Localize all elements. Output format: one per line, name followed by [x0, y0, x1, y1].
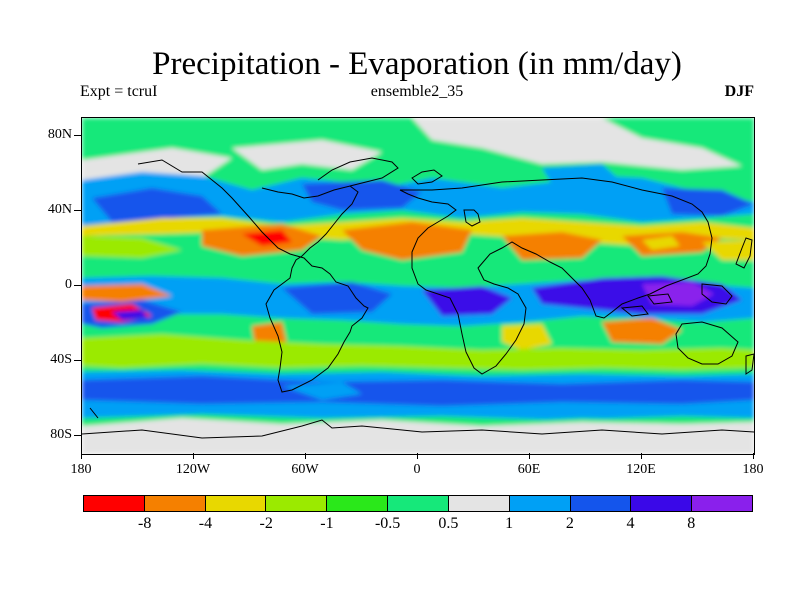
lon-label-120e: 120E [626, 462, 656, 477]
lon-label-180w: 180 [70, 462, 92, 477]
lat-label-80s: 80S [50, 427, 72, 442]
lon-label-0: 0 [413, 462, 421, 477]
lon-tick [529, 453, 530, 459]
colorbar-swatch [692, 496, 752, 511]
lon-label-180e: 180 [742, 462, 764, 477]
precipitation-map [81, 117, 755, 455]
lat-tick [74, 285, 81, 286]
colorbar-swatch [144, 496, 206, 511]
lat-tick [74, 360, 81, 361]
colorbar-swatch [448, 496, 510, 511]
colorbar-label: -1 [320, 515, 334, 532]
lat-tick [74, 135, 81, 136]
lat-label-80n: 80N [47, 127, 72, 142]
lon-tick [81, 453, 82, 459]
plot-title: Precipitation - Evaporation (in mm/day) [152, 46, 682, 82]
lat-label-40n: 40N [47, 202, 72, 217]
lon-tick [417, 453, 418, 459]
colorbar-swatch [570, 496, 632, 511]
colorbar-swatch [205, 496, 267, 511]
lon-tick [305, 453, 306, 459]
lat-tick [74, 210, 81, 211]
lat-label-0: 0 [65, 277, 72, 292]
colorbar-label: 0.5 [438, 515, 459, 532]
colorbar-label: -8 [138, 515, 152, 532]
lon-label-60w: 60W [291, 462, 319, 477]
coastlines [82, 157, 754, 439]
season-label: DJF [724, 83, 754, 100]
colorbar-label: 8 [687, 515, 696, 532]
lon-label-60e: 60E [517, 462, 541, 477]
ensemble-label: ensemble2_35 [370, 83, 464, 100]
colorbar-label: -0.5 [374, 515, 401, 532]
lon-tick [753, 453, 754, 459]
colorbar-label: 4 [626, 515, 635, 532]
experiment-label: Expt = tcruI [80, 83, 158, 100]
colorbar-label: 2 [565, 515, 574, 532]
colorbar-label: -2 [259, 515, 273, 532]
lat-label-40s: 40S [50, 352, 72, 367]
colorbar-swatch [327, 496, 389, 511]
lon-tick [193, 453, 194, 459]
lon-tick [641, 453, 642, 459]
colorbar-label: 1 [505, 515, 514, 532]
colorbar-label: -4 [198, 515, 213, 532]
colorbar-swatch [509, 496, 571, 511]
contour-fill [82, 118, 754, 454]
colorbar [83, 495, 753, 512]
colorbar-swatch [266, 496, 328, 511]
lat-tick [74, 435, 81, 436]
lon-label-120w: 120W [175, 462, 211, 477]
colorbar-swatch [84, 496, 145, 511]
colorbar-swatch [388, 496, 449, 511]
colorbar-swatch [631, 496, 693, 511]
